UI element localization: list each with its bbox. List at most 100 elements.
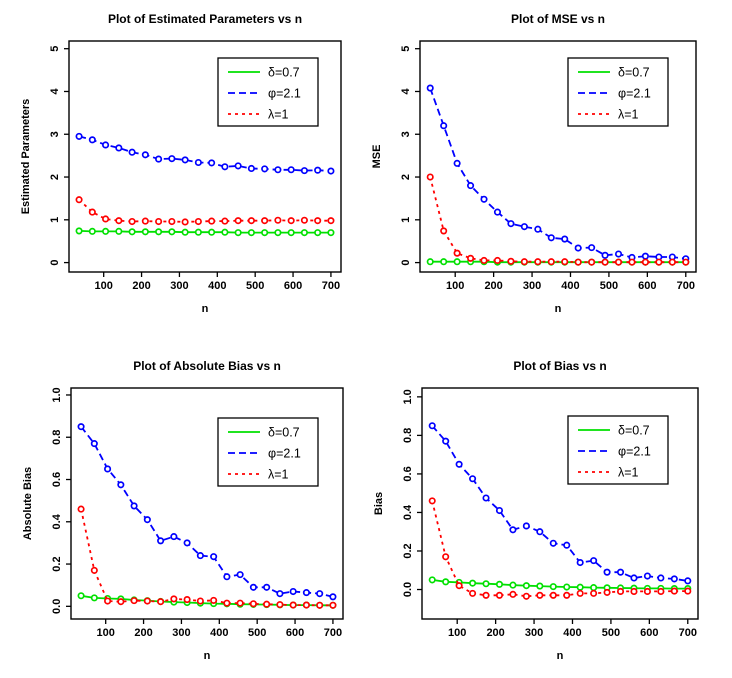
x-tick-label: 400 — [561, 280, 579, 292]
legend-label: λ=1 — [268, 468, 289, 482]
series-marker-1 — [223, 573, 231, 581]
series-marker-1 — [130, 502, 138, 510]
series-marker-0 — [115, 227, 123, 235]
series-marker-1 — [289, 587, 297, 596]
series-marker-1 — [155, 155, 163, 163]
series-marker-2 — [534, 258, 542, 266]
series-marker-2 — [601, 258, 609, 266]
series-marker-1 — [426, 84, 434, 92]
series-marker-2 — [88, 208, 96, 216]
x-tick-label: 600 — [284, 280, 302, 292]
series-marker-1 — [234, 162, 242, 170]
plot-box — [421, 387, 699, 620]
x-tick-label: 300 — [172, 627, 190, 639]
series-marker-2 — [684, 587, 692, 595]
series-marker-0 — [522, 582, 530, 590]
series-marker-1 — [102, 141, 110, 149]
series-marker-2 — [547, 258, 555, 266]
series-marker-1 — [480, 195, 488, 203]
series-marker-1 — [128, 148, 136, 156]
series-marker-1 — [467, 182, 475, 190]
series-marker-2 — [208, 217, 216, 225]
series-marker-2 — [590, 589, 598, 597]
series-marker-1 — [590, 557, 598, 565]
series-marker-0 — [549, 583, 557, 591]
series-marker-0 — [590, 584, 598, 592]
y-tick-label: 1.0 — [51, 387, 63, 402]
x-tick-label: 300 — [525, 627, 543, 639]
series-marker-2 — [128, 217, 136, 226]
series-marker-1 — [643, 572, 651, 580]
series-marker-2 — [630, 587, 638, 595]
x-tick-label: 200 — [132, 280, 150, 292]
series-marker-1 — [614, 250, 623, 258]
series-marker-1 — [208, 159, 216, 167]
y-tick-label: 0.2 — [402, 543, 414, 558]
series-marker-2 — [588, 258, 596, 266]
y-tick-label: 4 — [400, 88, 412, 95]
x-tick-label: 200 — [486, 627, 504, 639]
series-marker-1 — [547, 234, 555, 242]
plot-box — [68, 40, 342, 273]
series-marker-2 — [157, 598, 165, 606]
panel-bias: Plot of Bias vs n 100 200 300 400 500 600 700 0.… — [366, 339, 732, 678]
x-tick-label: 500 — [600, 280, 618, 292]
series-marker-0 — [428, 576, 436, 584]
series-marker-0 — [75, 227, 83, 235]
series-marker-1 — [314, 166, 322, 174]
y-tick-label: 5 — [49, 46, 61, 52]
series-marker-2 — [234, 217, 242, 225]
panel-mse: Plot of MSE vs n 100 200 300 400 500 600 700 0 1 2… — [366, 0, 732, 339]
legend-box — [567, 57, 669, 127]
legend-box — [217, 417, 319, 487]
x-tick-label: 600 — [638, 280, 656, 292]
series-marker-1 — [181, 156, 189, 164]
series-marker-2 — [300, 216, 308, 224]
series-marker-1 — [115, 144, 123, 152]
chart-absolute-bias: Plot of Absolute Bias vs n 100 200 300 400 50… — [0, 339, 366, 678]
y-tick-label: 1 — [49, 217, 61, 223]
series-marker-0 — [576, 583, 584, 591]
panel-background — [366, 339, 732, 678]
series-marker-1 — [170, 533, 178, 541]
legend-label: λ=1 — [618, 466, 639, 480]
y-tick-label: 0 — [400, 260, 412, 266]
y-tick-label: 0.6 — [51, 472, 63, 487]
y-tick-label: 3 — [49, 131, 61, 137]
series-marker-1 — [522, 522, 530, 530]
series-marker-0 — [482, 580, 490, 588]
y-tick-label: 0.2 — [51, 556, 63, 571]
legend-label: δ=0.7 — [268, 66, 300, 80]
y-tick-label: 3 — [400, 131, 412, 137]
series-marker-2 — [77, 505, 85, 513]
series-marker-0 — [563, 583, 571, 591]
series-marker-1 — [302, 589, 310, 597]
series-marker-2 — [563, 591, 571, 599]
series-marker-0 — [128, 228, 136, 236]
series-marker-0 — [469, 579, 477, 587]
series-marker-1 — [482, 494, 490, 502]
series-marker-0 — [509, 581, 517, 589]
series-marker-2 — [276, 601, 284, 609]
series-marker-1 — [221, 163, 229, 171]
series-marker-2 — [493, 256, 502, 265]
series-marker-2 — [274, 216, 282, 224]
series-marker-2 — [628, 258, 636, 266]
series-marker-2 — [181, 218, 189, 226]
legend-label: δ=0.7 — [618, 66, 650, 80]
x-tick-label: 700 — [677, 280, 695, 292]
series-marker-2 — [469, 589, 477, 597]
panel-background — [366, 0, 732, 339]
series-marker-1 — [630, 574, 638, 582]
series-marker-1 — [141, 151, 149, 159]
series-marker-2 — [509, 590, 517, 598]
series-marker-0 — [453, 258, 461, 266]
series-marker-2 — [670, 587, 678, 595]
series-marker-2 — [668, 258, 676, 266]
series-marker-1 — [316, 590, 324, 598]
x-tick-label: 700 — [322, 280, 340, 292]
x-tick-label: 100 — [448, 627, 466, 639]
series-marker-1 — [196, 552, 204, 560]
y-tick-label: 2 — [400, 174, 412, 180]
legend-label: φ=2.1 — [618, 445, 651, 459]
